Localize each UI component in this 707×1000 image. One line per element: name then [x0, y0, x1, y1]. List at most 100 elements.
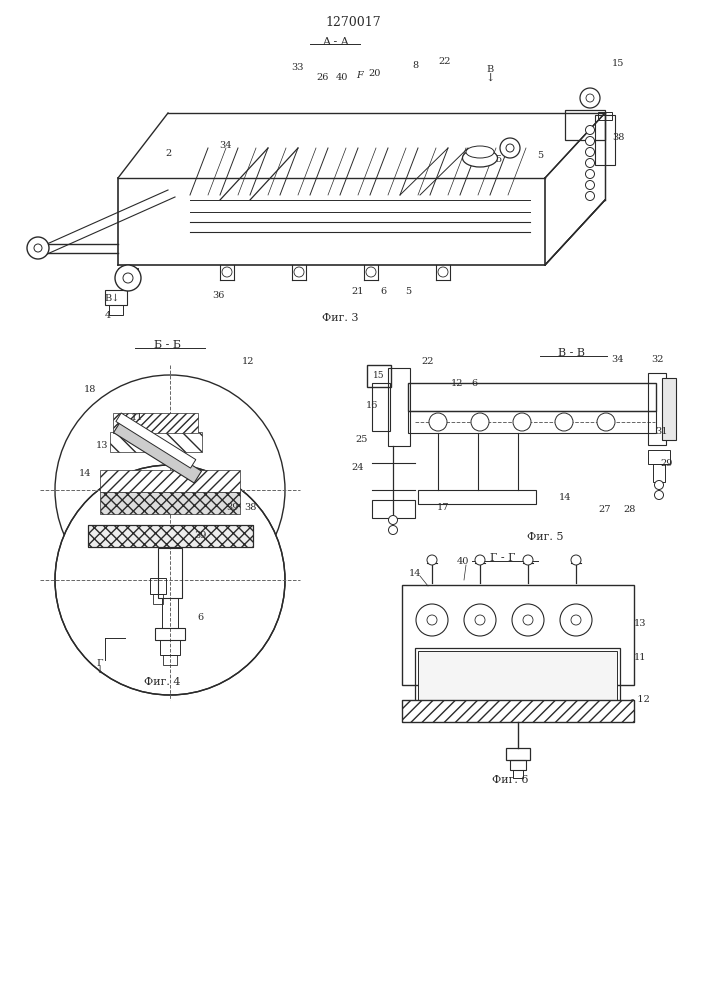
- Bar: [88, 525, 253, 547]
- Text: Фиг. 3: Фиг. 3: [322, 313, 358, 323]
- Text: 31: 31: [655, 428, 667, 436]
- Text: F: F: [356, 72, 363, 81]
- Text: 38: 38: [244, 504, 256, 512]
- Circle shape: [586, 94, 594, 102]
- Text: 20: 20: [369, 68, 381, 78]
- Text: 22: 22: [422, 358, 434, 366]
- Bar: [109, 305, 123, 315]
- Circle shape: [389, 526, 397, 534]
- Text: 5: 5: [495, 155, 501, 164]
- Text: Г: Г: [97, 658, 103, 668]
- Bar: [150, 578, 166, 594]
- Bar: [372, 383, 390, 431]
- Circle shape: [294, 267, 304, 277]
- Bar: [506, 748, 530, 760]
- Circle shape: [55, 375, 285, 605]
- Text: 40: 40: [457, 558, 469, 566]
- Text: 39: 39: [226, 504, 238, 512]
- Bar: [100, 492, 240, 514]
- Circle shape: [580, 88, 600, 108]
- Bar: [510, 760, 526, 770]
- Text: 33: 33: [292, 62, 304, 72]
- Text: Г - Г: Г - Г: [490, 553, 515, 563]
- Circle shape: [500, 138, 520, 158]
- Circle shape: [429, 413, 447, 431]
- Text: Б - Б: Б - Б: [155, 340, 182, 350]
- Text: 11: 11: [633, 654, 646, 662]
- Text: 36: 36: [212, 290, 224, 300]
- Bar: [367, 365, 391, 387]
- Bar: [116, 413, 196, 468]
- Text: 25: 25: [356, 436, 368, 444]
- Circle shape: [585, 136, 595, 145]
- Text: Фиг. 5: Фиг. 5: [527, 532, 563, 542]
- Bar: [598, 112, 612, 120]
- Circle shape: [416, 604, 448, 636]
- Text: 26: 26: [317, 74, 329, 83]
- Bar: [153, 594, 163, 604]
- Bar: [114, 421, 201, 483]
- Circle shape: [655, 481, 663, 489]
- Bar: [402, 585, 634, 685]
- Circle shape: [123, 273, 133, 283]
- Ellipse shape: [466, 146, 494, 158]
- Text: ↓: ↓: [485, 74, 495, 84]
- Circle shape: [597, 413, 615, 431]
- Text: 6: 6: [197, 613, 203, 622]
- Text: 11: 11: [131, 414, 144, 422]
- Circle shape: [366, 267, 376, 277]
- Bar: [648, 450, 670, 464]
- Text: 14: 14: [559, 492, 571, 502]
- Circle shape: [475, 555, 485, 565]
- Text: 5: 5: [537, 150, 543, 159]
- Text: 39: 39: [194, 530, 206, 540]
- Circle shape: [115, 265, 141, 291]
- Text: B↓: B↓: [105, 294, 119, 302]
- Ellipse shape: [462, 149, 498, 167]
- Circle shape: [34, 244, 42, 252]
- Text: 28: 28: [624, 506, 636, 514]
- Bar: [402, 700, 634, 722]
- Bar: [662, 378, 676, 440]
- Text: 13: 13: [633, 618, 646, 628]
- Circle shape: [427, 615, 437, 625]
- Text: 24: 24: [352, 464, 364, 473]
- Bar: [418, 651, 617, 705]
- Text: 22: 22: [439, 57, 451, 66]
- Bar: [513, 770, 523, 778]
- Circle shape: [27, 237, 49, 259]
- Bar: [418, 490, 536, 504]
- Text: 27: 27: [599, 506, 612, 514]
- Text: 16: 16: [366, 401, 378, 410]
- Text: 34: 34: [218, 141, 231, 150]
- Text: 5: 5: [405, 288, 411, 296]
- Circle shape: [523, 615, 533, 625]
- Bar: [118, 268, 138, 276]
- Text: 15: 15: [373, 371, 385, 380]
- Bar: [160, 640, 180, 655]
- Circle shape: [555, 413, 573, 431]
- Circle shape: [512, 604, 544, 636]
- Circle shape: [506, 144, 514, 152]
- Text: B: B: [486, 66, 493, 75]
- Circle shape: [585, 125, 595, 134]
- Bar: [155, 628, 185, 640]
- Bar: [162, 598, 178, 628]
- Circle shape: [585, 180, 595, 190]
- Text: 21: 21: [352, 288, 364, 296]
- Text: A - A: A - A: [322, 37, 349, 47]
- Circle shape: [55, 465, 285, 695]
- Text: 17: 17: [437, 502, 449, 512]
- Text: Фиг. 4: Фиг. 4: [144, 677, 180, 687]
- Circle shape: [389, 516, 397, 524]
- Bar: [105, 290, 127, 305]
- Circle shape: [585, 169, 595, 178]
- Circle shape: [585, 192, 595, 200]
- Text: 1270017: 1270017: [325, 15, 381, 28]
- Circle shape: [585, 158, 595, 167]
- Circle shape: [571, 555, 581, 565]
- Circle shape: [571, 615, 581, 625]
- Bar: [163, 655, 177, 665]
- Text: 13: 13: [95, 440, 108, 450]
- Circle shape: [471, 413, 489, 431]
